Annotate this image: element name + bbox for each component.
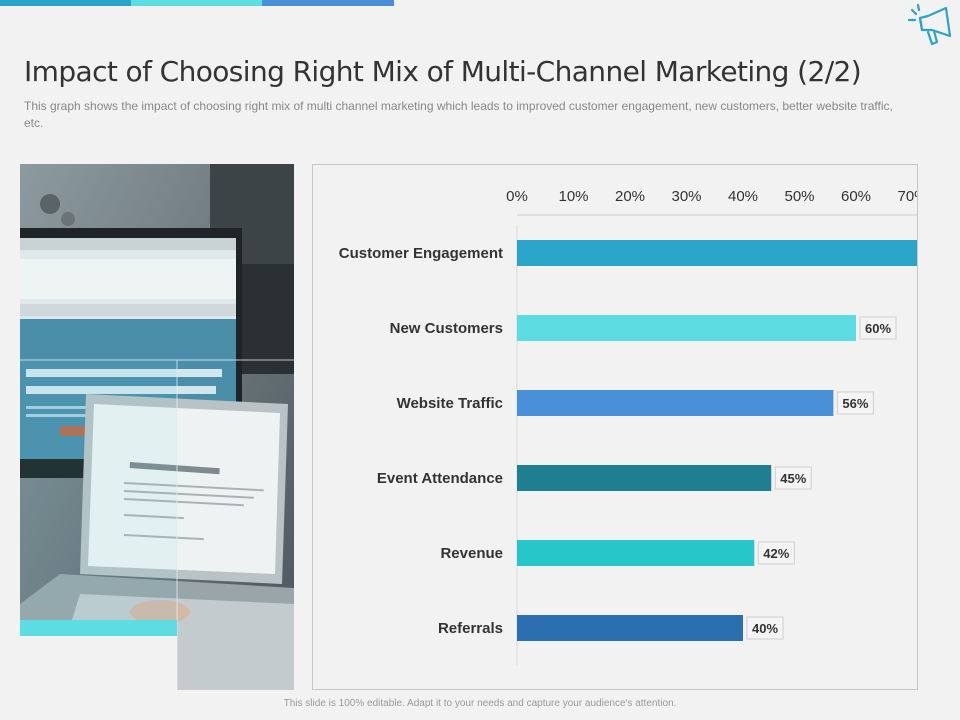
- bar: [517, 390, 834, 416]
- hero-photo: [20, 164, 294, 690]
- value-label: 45%: [780, 471, 806, 486]
- top-accent-bar-1: [0, 0, 131, 6]
- x-tick-label: 0%: [506, 188, 528, 205]
- value-label: 56%: [842, 396, 868, 411]
- bar: [517, 465, 772, 491]
- bar-chart: 0%10%20%30%40%50%60%70%80%Customer Engag…: [339, 188, 960, 665]
- category-label: Customer Engagement: [339, 245, 503, 262]
- value-label-box: [836, 391, 874, 415]
- category-label: New Customers: [390, 320, 503, 337]
- category-label: Website Traffic: [397, 395, 503, 412]
- page-subtitle: This graph shows the impact of choosing …: [24, 99, 893, 130]
- value-label-box: [859, 316, 897, 340]
- top-accent-bar-3: [262, 0, 394, 6]
- x-tick-label: 20%: [615, 188, 645, 205]
- page-title: Impact of Choosing Right Mix of Multi-Ch…: [24, 54, 862, 88]
- x-tick-label: 70%: [897, 188, 917, 205]
- bar: [517, 615, 743, 641]
- bar: [517, 315, 856, 341]
- x-tick-label: 40%: [728, 188, 758, 205]
- x-tick-label: 60%: [841, 188, 871, 205]
- bar: [517, 540, 755, 566]
- category-label: Event Attendance: [377, 470, 503, 487]
- x-tick-label: 10%: [558, 188, 588, 205]
- bar: [517, 240, 947, 266]
- value-label-box: [757, 541, 795, 565]
- category-label: Referrals: [438, 620, 503, 637]
- category-label: Revenue: [440, 545, 503, 562]
- value-label-box: [746, 616, 784, 640]
- x-tick-label: 30%: [671, 188, 701, 205]
- footer-note: This slide is 100% editable. Adapt it to…: [283, 698, 677, 709]
- value-label: 60%: [865, 321, 891, 336]
- megaphone-icon: [907, 3, 952, 46]
- value-label: 40%: [752, 621, 778, 636]
- value-label: 42%: [763, 546, 789, 561]
- chart-panel: 0%10%20%30%40%50%60%70%80%Customer Engag…: [312, 164, 960, 690]
- top-accent-bar-2: [131, 0, 262, 6]
- x-tick-label: 50%: [784, 188, 814, 205]
- value-label-box: [774, 466, 812, 490]
